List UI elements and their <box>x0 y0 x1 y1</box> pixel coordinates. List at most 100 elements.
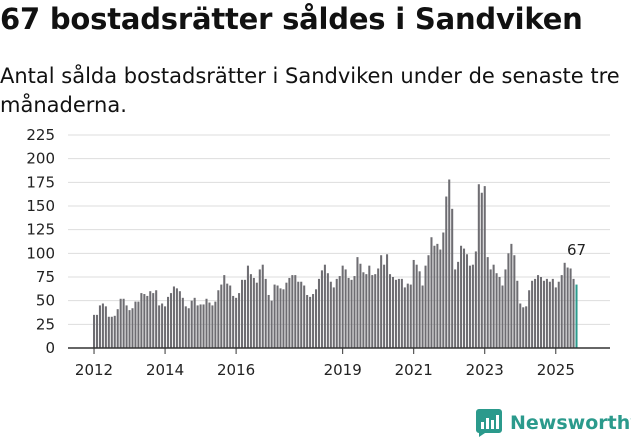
bar <box>445 196 448 348</box>
bar <box>264 278 267 348</box>
bar <box>468 265 471 348</box>
y-tick-label: 50 <box>36 292 55 310</box>
bar <box>332 287 335 348</box>
bar <box>418 271 421 348</box>
bar <box>270 300 273 348</box>
bar <box>560 275 563 348</box>
bar <box>483 186 486 348</box>
x-tick-label: 2019 <box>324 361 362 379</box>
y-tick-label: 0 <box>45 339 55 357</box>
bar <box>323 264 326 348</box>
bar <box>480 192 483 348</box>
bar <box>320 270 323 348</box>
bar <box>335 278 338 348</box>
y-tick-label: 200 <box>26 150 55 168</box>
bar <box>267 294 270 348</box>
bar <box>477 184 480 348</box>
bar <box>205 298 208 348</box>
y-tick-label: 175 <box>26 173 55 191</box>
brand-logo: Newsworthy <box>476 408 631 438</box>
bar <box>406 283 409 348</box>
bar <box>167 296 170 348</box>
bar <box>510 243 513 348</box>
bar <box>504 269 507 348</box>
bar <box>539 277 543 348</box>
bar <box>409 284 412 348</box>
bar <box>300 281 303 348</box>
bar <box>463 248 466 348</box>
bar <box>119 298 122 348</box>
bar <box>285 282 288 348</box>
bar <box>98 305 101 348</box>
bar <box>554 287 557 348</box>
bar <box>294 275 297 348</box>
chart-subtitle: Antal sålda bostadsrätter i Sandviken un… <box>0 64 620 117</box>
bar <box>110 316 113 348</box>
bar <box>498 277 501 348</box>
bar <box>519 303 522 348</box>
bar <box>386 254 389 348</box>
bar <box>158 305 161 348</box>
bar <box>365 274 368 348</box>
bar <box>471 264 474 348</box>
bar <box>427 255 430 348</box>
bar <box>442 232 445 348</box>
bar <box>131 308 134 348</box>
bar <box>291 275 294 348</box>
data-label-last: 67 <box>567 241 586 259</box>
bar <box>306 294 309 348</box>
bar <box>537 275 540 348</box>
bar <box>229 285 232 348</box>
bar <box>566 267 569 348</box>
bar <box>389 274 392 348</box>
bar <box>196 305 199 348</box>
bar <box>383 264 386 348</box>
bar <box>542 280 545 348</box>
bar <box>353 276 356 348</box>
bar <box>341 265 344 348</box>
bar <box>116 309 119 348</box>
bar <box>211 305 214 348</box>
bar <box>557 281 560 348</box>
x-tick-label: 2016 <box>217 361 255 379</box>
bar <box>214 301 217 348</box>
bar <box>451 208 454 348</box>
bar <box>134 301 137 348</box>
bar <box>350 279 353 348</box>
bar <box>368 265 371 348</box>
bar <box>513 255 516 348</box>
bar <box>220 284 223 348</box>
bar <box>489 269 492 348</box>
bar <box>217 290 220 348</box>
x-tick-label: 2021 <box>395 361 433 379</box>
bar <box>347 277 350 348</box>
bar <box>501 285 504 348</box>
bar <box>137 301 140 348</box>
bar <box>448 179 451 348</box>
bar <box>184 306 187 348</box>
bar <box>223 275 226 348</box>
bar <box>312 294 315 348</box>
bar <box>303 285 306 348</box>
bar <box>187 308 190 348</box>
chart-title: 67 bostadsrätter såldes i Sandviken <box>0 2 583 36</box>
bar <box>128 310 131 348</box>
bar <box>297 281 300 348</box>
bar <box>104 306 107 348</box>
bar <box>107 316 110 348</box>
bar <box>486 257 489 348</box>
bar <box>412 259 415 348</box>
bar <box>113 315 116 348</box>
bar <box>495 273 498 348</box>
bar <box>391 277 395 348</box>
bar <box>528 290 531 348</box>
bar <box>465 254 469 348</box>
bar <box>430 237 433 348</box>
bar <box>344 269 347 348</box>
y-tick-label: 100 <box>26 244 55 262</box>
bar <box>380 255 383 348</box>
x-tick-label: 2014 <box>146 361 184 379</box>
bar <box>525 306 528 348</box>
bar <box>193 297 196 348</box>
bar <box>460 245 463 348</box>
